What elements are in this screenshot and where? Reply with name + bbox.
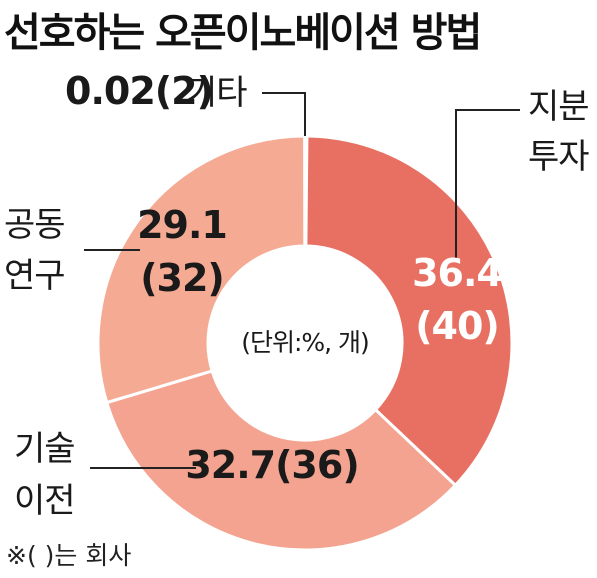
leader-line-0 [455, 109, 520, 258]
category-label-1-1: 이전 [14, 481, 75, 521]
slice-2 [96, 134, 307, 405]
center-unit-label: (단위:%, 개) [241, 328, 369, 357]
category-label-0-0: 지분 [528, 87, 589, 127]
slice-value-label-2-count: (32) [140, 256, 224, 300]
category-label-2-1: 연구 [4, 256, 65, 296]
category-label-1-0: 기술 [14, 429, 75, 469]
slice-value-label-3: 0.02(2) [65, 69, 213, 113]
slice-value-label-0-count: (40) [415, 304, 499, 348]
category-label-3-0: 기타 [186, 73, 247, 113]
slice-value-label-0: 36.4 [412, 251, 502, 295]
footnote: ※( )는 회사 [6, 541, 132, 570]
category-label-0-1: 투자 [528, 137, 589, 177]
slice-value-label-1: 32.7(36) [185, 443, 358, 487]
chart-title: 선호하는 오픈이노베이션 방법 [4, 10, 482, 56]
leader-line-3 [262, 92, 306, 136]
slice-0 [303, 134, 514, 488]
slice-1 [104, 369, 458, 552]
category-label-2-0: 공동 [4, 205, 65, 245]
slice-3 [303, 134, 309, 248]
slice-value-label-2: 29.1 [137, 203, 227, 247]
